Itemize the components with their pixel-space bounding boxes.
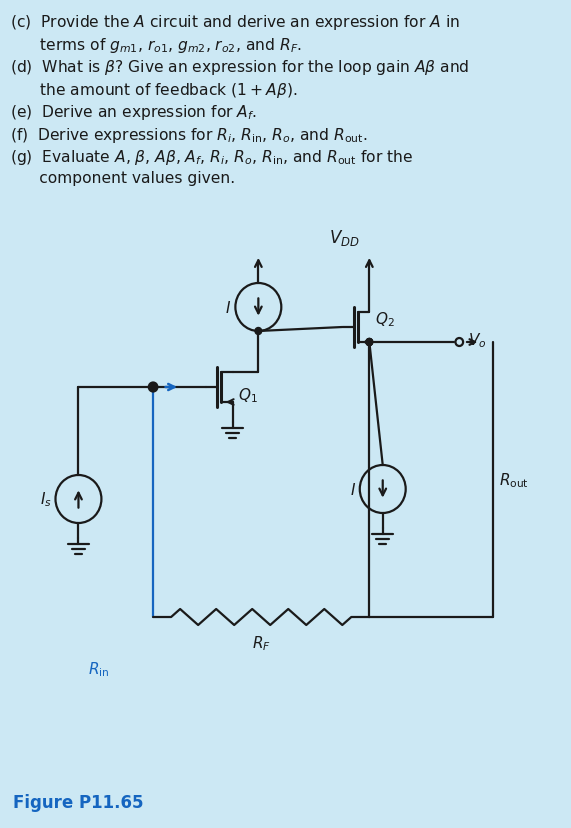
Text: (e)  Derive an expression for $A_f$.: (e) Derive an expression for $A_f$.	[10, 103, 256, 122]
Text: $Q_2$: $Q_2$	[375, 310, 395, 329]
Text: (d)  What is $\beta$? Give an expression for the loop gain $A\beta$ and: (d) What is $\beta$? Give an expression …	[10, 58, 469, 77]
Text: Figure P11.65: Figure P11.65	[13, 793, 144, 811]
Circle shape	[366, 339, 373, 346]
Text: the amount of feedback $(1+A\beta)$.: the amount of feedback $(1+A\beta)$.	[10, 80, 297, 99]
Text: $I_s$: $I_s$	[40, 490, 51, 508]
Text: (f)  Derive expressions for $R_i$, $R_{\mathrm{in}}$, $R_o$, and $R_{\mathrm{out: (f) Derive expressions for $R_i$, $R_{\m…	[10, 125, 367, 144]
Text: component values given.: component values given.	[10, 171, 235, 185]
Text: $R_{\rm out}$: $R_{\rm out}$	[498, 470, 528, 489]
Circle shape	[366, 339, 373, 346]
Text: $I$: $I$	[226, 300, 232, 315]
Circle shape	[255, 328, 262, 335]
Text: $Q_1$: $Q_1$	[238, 386, 258, 405]
Circle shape	[366, 339, 373, 346]
Circle shape	[150, 384, 156, 391]
Text: (c)  Provide the $A$ circuit and derive an expression for $A$ in: (c) Provide the $A$ circuit and derive a…	[10, 13, 460, 32]
Text: $R_F$: $R_F$	[252, 633, 271, 652]
Text: $R_{\rm in}$: $R_{\rm in}$	[88, 659, 109, 678]
Text: terms of $g_{m1}$, $r_{o1}$, $g_{m2}$, $r_{o2}$, and $R_F$.: terms of $g_{m1}$, $r_{o1}$, $g_{m2}$, $…	[10, 36, 301, 55]
Text: $I$: $I$	[350, 481, 356, 498]
Text: $V_{DD}$: $V_{DD}$	[329, 228, 360, 248]
Text: (g)  Evaluate $A$, $\beta$, $A\beta$, $A_f$, $R_i$, $R_o$, $R_{\mathrm{in}}$, an: (g) Evaluate $A$, $\beta$, $A\beta$, $A_…	[10, 148, 413, 166]
Text: $V_o$: $V_o$	[468, 331, 486, 350]
